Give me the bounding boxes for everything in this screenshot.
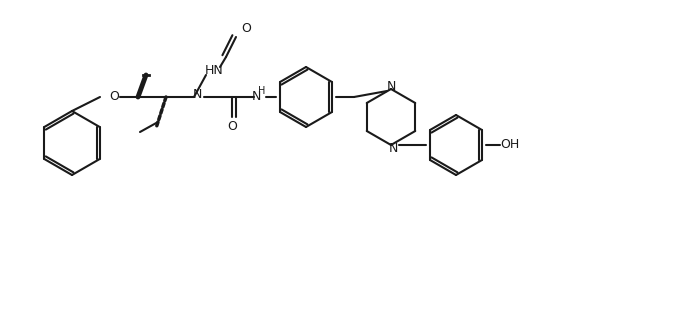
Text: OH: OH (500, 139, 520, 151)
Text: O: O (109, 91, 119, 103)
Text: N: N (386, 80, 396, 93)
Text: HN: HN (205, 65, 223, 78)
Text: N: N (252, 89, 260, 102)
Text: N: N (192, 87, 202, 100)
Text: H: H (258, 86, 266, 96)
Text: N: N (388, 142, 398, 155)
Text: O: O (227, 121, 237, 134)
Text: O: O (241, 23, 251, 36)
